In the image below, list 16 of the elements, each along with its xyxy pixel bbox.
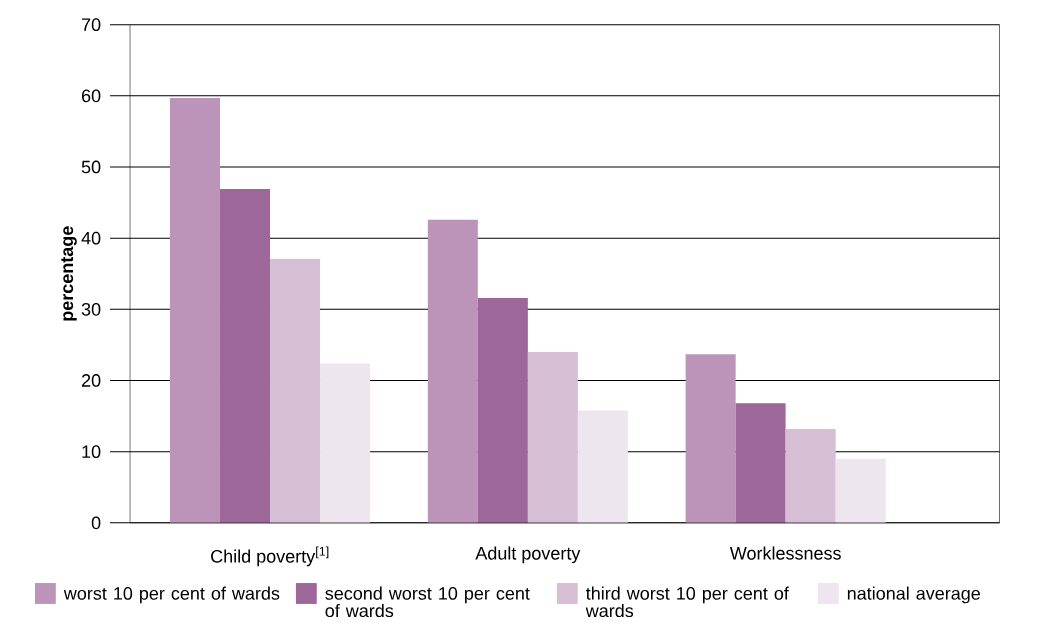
y-tick-label: 40 (81, 232, 101, 245)
x-tick-label: Child poverty$^{[1]}$ (211, 546, 329, 567)
y-tick-label: 0 (91, 516, 101, 530)
y-tick-label: 10 (82, 445, 101, 459)
y-tick-label: 60 (81, 89, 101, 103)
legend-label: second worst 10 per cent of wards (325, 586, 530, 618)
y-axis-title: percentage (61, 226, 77, 321)
legend-label: worst 10 per cent of wards (63, 586, 280, 604)
legend-label: national average (847, 586, 980, 604)
y-tick-label: 50 (81, 160, 101, 174)
x-tick-label: Adult poverty (475, 546, 581, 564)
x-tick-label: Worklessness (729, 546, 841, 560)
y-tick-label: 70 (81, 18, 101, 32)
legend-label: third worst 10 per cent of wards (585, 586, 789, 618)
y-tick-label: 20 (81, 374, 101, 388)
y-tick-label: 30 (81, 303, 101, 316)
